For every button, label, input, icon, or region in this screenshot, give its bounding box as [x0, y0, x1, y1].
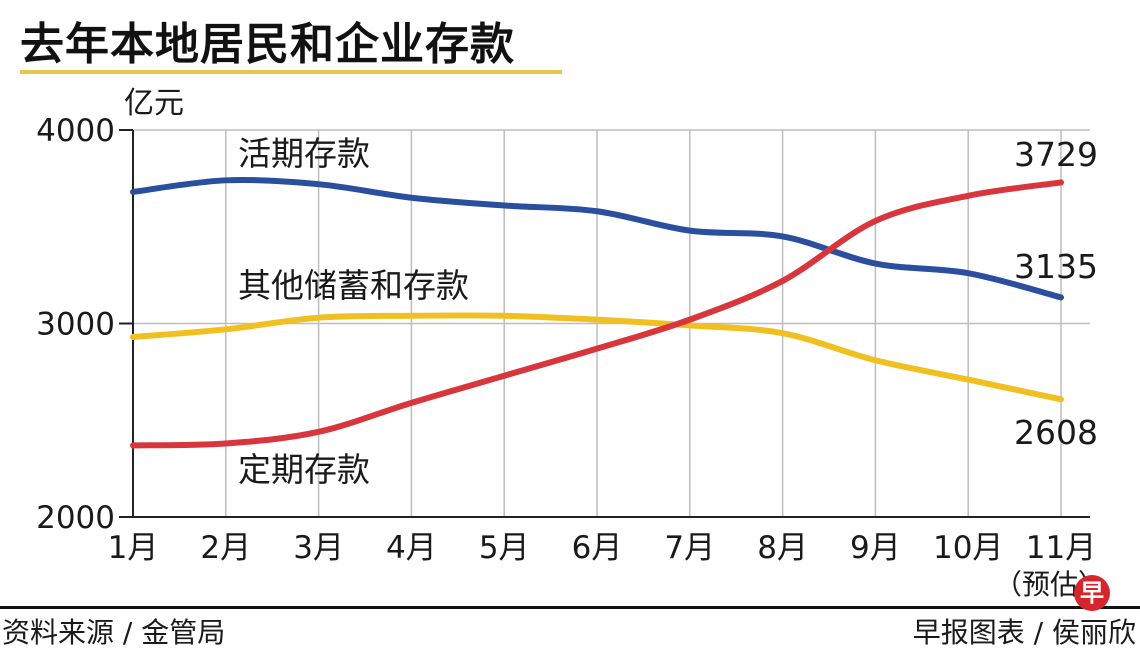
- series-end-value: 3135: [1014, 247, 1098, 286]
- title-underline: [20, 70, 562, 74]
- y-tick-label: 4000: [36, 113, 115, 149]
- x-tick-label: 6月: [572, 530, 623, 566]
- source-note: 资料来源 / 金管局: [2, 616, 226, 649]
- x-tick-label: 10月: [933, 530, 1003, 566]
- y-unit-label: 亿元: [124, 86, 184, 121]
- x-tick-label: 5月: [479, 530, 530, 566]
- y-tick-label: 2000: [36, 500, 115, 536]
- x-tick-label: 3月: [293, 530, 344, 566]
- x-tick-label: 9月: [850, 530, 901, 566]
- series-name-label: 活期存款: [238, 134, 370, 173]
- labels: 活期存款 3135 其他储蓄和存款 2608 定期存款 3729: [238, 134, 1098, 489]
- series-name-label: 定期存款: [238, 450, 370, 489]
- chart-title: 去年本地居民和企业存款: [20, 19, 515, 70]
- zaobao-logo: 早: [1074, 575, 1110, 611]
- series-end-value: 2608: [1014, 413, 1098, 452]
- series-line: [130, 312, 1064, 403]
- series-line: [130, 176, 1064, 301]
- x-tick-label: 8月: [757, 530, 808, 566]
- y-tick-label: 3000: [36, 307, 115, 343]
- x-tick-label: 1月: [108, 530, 159, 566]
- x-tick-label: 2月: [200, 530, 251, 566]
- series-end-value: 3729: [1014, 135, 1098, 174]
- footer-rule: [0, 606, 1140, 609]
- x-tick-label: 11月: [1026, 530, 1096, 566]
- x-tick-label: 7月: [664, 530, 715, 566]
- series-name-label: 其他储蓄和存款: [238, 266, 469, 305]
- x-tick-label: 4月: [386, 530, 437, 566]
- series-line: [130, 179, 1064, 449]
- series-lines: [130, 176, 1064, 449]
- credit-note: 早报图表 / 侯丽欣: [912, 616, 1136, 649]
